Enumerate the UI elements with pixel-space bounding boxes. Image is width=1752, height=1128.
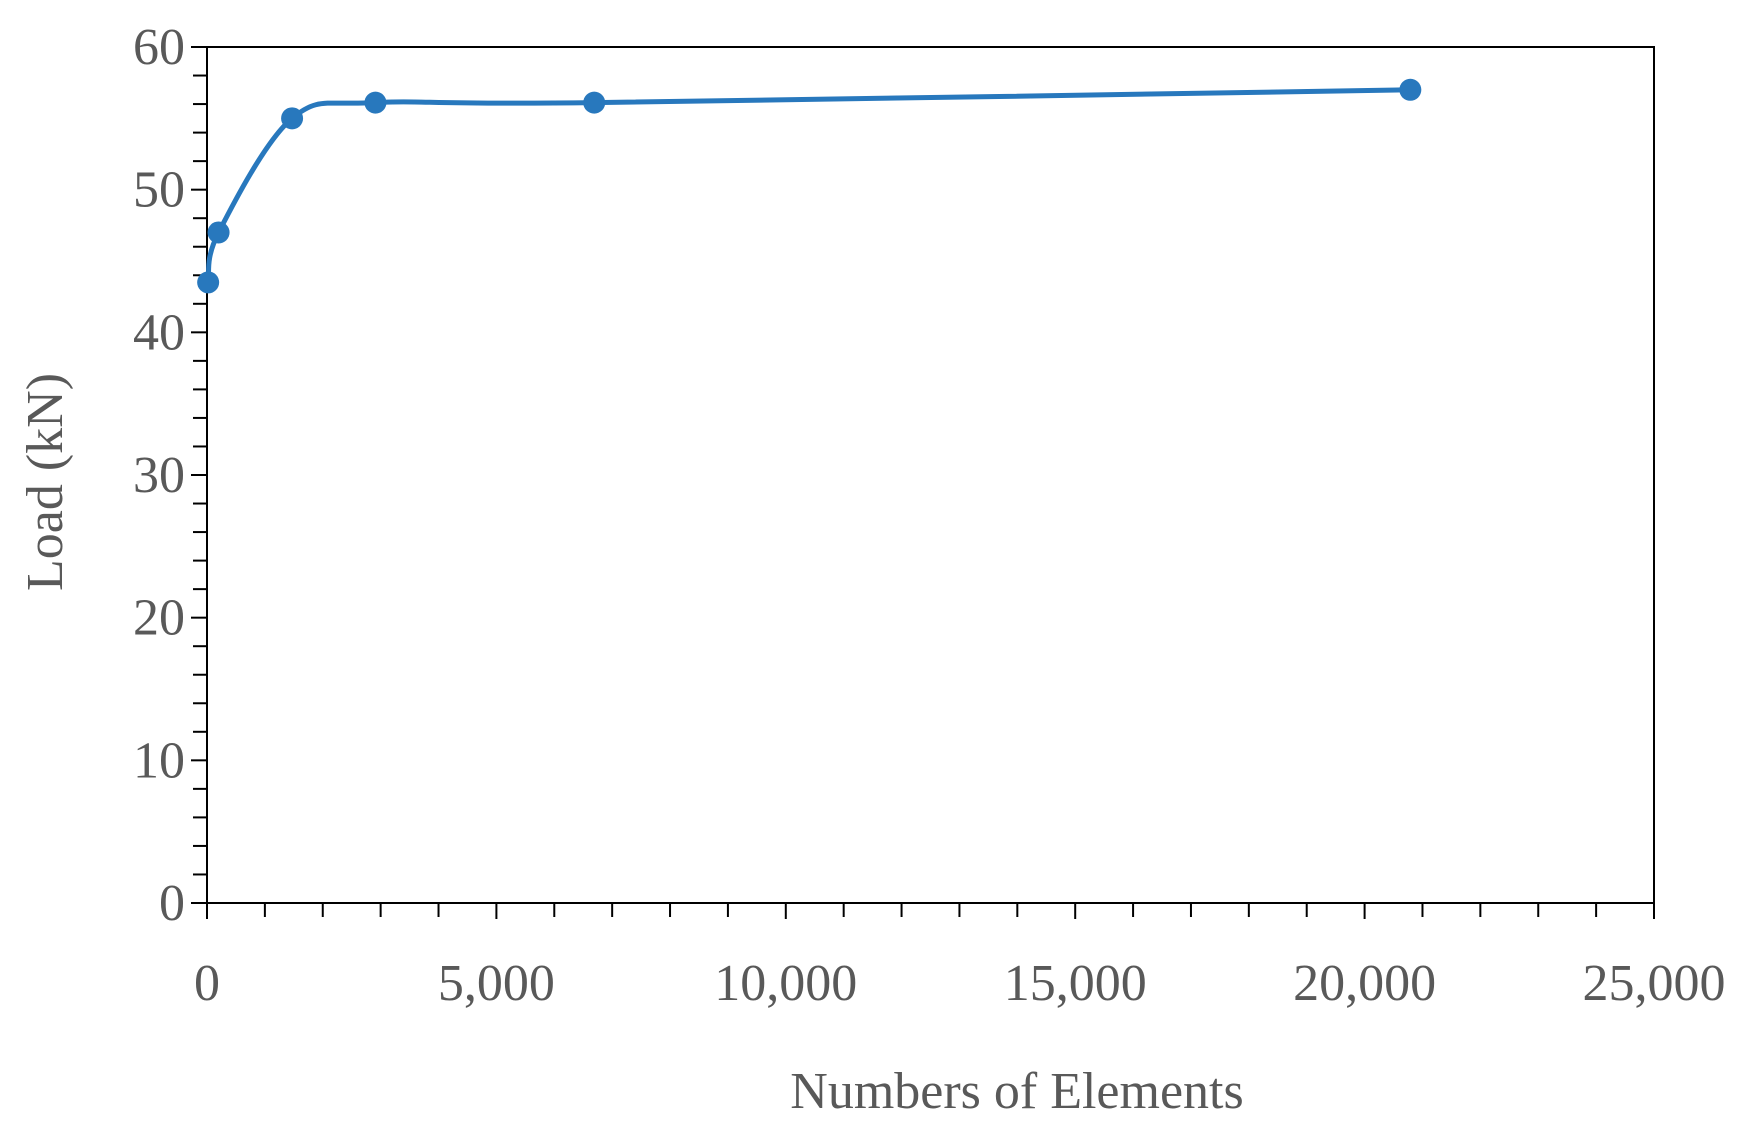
y-tick-label: 60 xyxy=(133,19,185,76)
y-tick-label: 20 xyxy=(133,590,185,647)
data-point xyxy=(281,107,304,130)
y-tick-label: 0 xyxy=(159,875,185,932)
data-point xyxy=(197,271,220,294)
x-tick-label: 5,000 xyxy=(438,955,555,1012)
series-line xyxy=(205,87,1411,283)
x-tick-label: 20,000 xyxy=(1293,955,1436,1012)
x-tick-label: 10,000 xyxy=(714,955,857,1012)
data-point xyxy=(583,91,606,114)
x-tick-label: 0 xyxy=(194,955,220,1012)
y-tick-label: 10 xyxy=(133,732,185,789)
x-tick-label: 15,000 xyxy=(1004,955,1147,1012)
y-tick-label: 40 xyxy=(133,304,185,361)
plot-frame xyxy=(206,46,1655,904)
x-axis-title: Numbers of Elements xyxy=(790,1063,1243,1120)
y-tick-label: 50 xyxy=(133,162,185,219)
data-point xyxy=(207,221,230,244)
x-tick-label: 25,000 xyxy=(1583,955,1726,1012)
data-point xyxy=(364,91,387,114)
y-axis-title: Load (kN) xyxy=(17,373,74,591)
y-tick-label: 30 xyxy=(133,447,185,504)
data-point xyxy=(1399,78,1422,101)
